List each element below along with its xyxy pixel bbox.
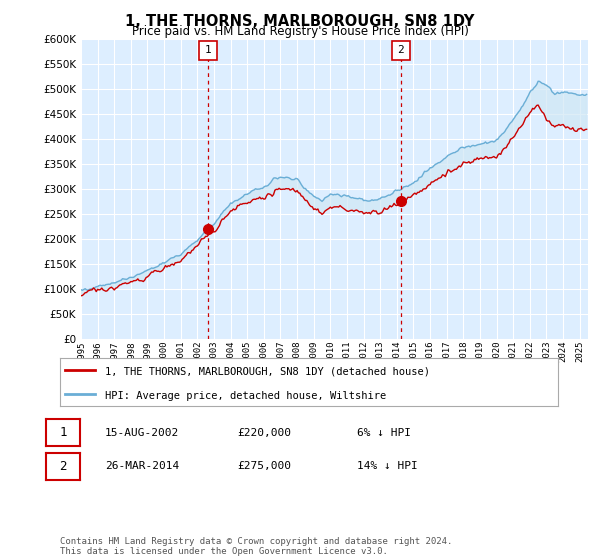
Text: Price paid vs. HM Land Registry's House Price Index (HPI): Price paid vs. HM Land Registry's House … [131,25,469,38]
Text: Contains HM Land Registry data © Crown copyright and database right 2024.: Contains HM Land Registry data © Crown c… [60,537,452,546]
Text: 15-AUG-2002: 15-AUG-2002 [105,428,179,438]
Text: 2: 2 [397,45,404,55]
Text: 6% ↓ HPI: 6% ↓ HPI [357,428,411,438]
FancyBboxPatch shape [199,41,217,60]
Text: HPI: Average price, detached house, Wiltshire: HPI: Average price, detached house, Wilt… [105,390,386,400]
Text: £275,000: £275,000 [237,461,291,472]
FancyBboxPatch shape [392,41,410,60]
Text: 1: 1 [59,426,67,440]
Text: This data is licensed under the Open Government Licence v3.0.: This data is licensed under the Open Gov… [60,547,388,556]
Text: 14% ↓ HPI: 14% ↓ HPI [357,461,418,472]
Text: 1, THE THORNS, MARLBOROUGH, SN8 1DY: 1, THE THORNS, MARLBOROUGH, SN8 1DY [125,14,475,29]
Text: 2: 2 [59,460,67,473]
Text: 26-MAR-2014: 26-MAR-2014 [105,461,179,472]
Text: 1: 1 [205,45,211,55]
Text: £220,000: £220,000 [237,428,291,438]
Text: 1, THE THORNS, MARLBOROUGH, SN8 1DY (detached house): 1, THE THORNS, MARLBOROUGH, SN8 1DY (det… [105,367,430,377]
